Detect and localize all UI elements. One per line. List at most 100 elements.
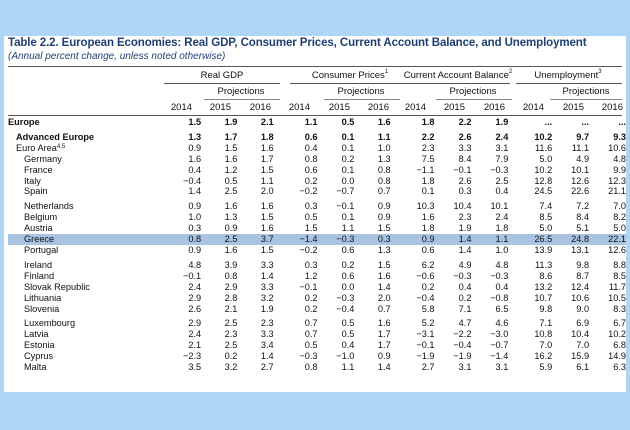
year-header: 2016 bbox=[367, 102, 389, 113]
table-cell: 22.1 bbox=[589, 234, 626, 245]
table-row: Euro Area4,5 0.9 1.5 1.6 0.4 0.1 1.0 2.3 3.3 3.1 1… bbox=[8, 143, 626, 154]
table-cell: 0.9 bbox=[188, 244, 202, 255]
table-cell: 10.6 bbox=[608, 142, 626, 153]
row-label: Belgium bbox=[24, 212, 58, 223]
table-cell: 5.0 bbox=[539, 223, 553, 234]
table-cell: 8.5 bbox=[539, 212, 553, 223]
table-cell: 3.7 bbox=[237, 234, 274, 245]
table-cell: 1.4 bbox=[377, 281, 391, 292]
table-row: Estonia 2.1 2.5 3.4 0.5 0.4 1.7 −0.1 −0.4 −0.7 7.0… bbox=[8, 340, 626, 351]
top-rule bbox=[8, 66, 622, 67]
table-cell: 8.2 bbox=[613, 212, 626, 223]
table-cell: 1.4 bbox=[458, 244, 472, 255]
row-label: France bbox=[24, 164, 53, 175]
table-cell: 3.3 bbox=[458, 142, 472, 153]
table-cell: 3.2 bbox=[260, 292, 274, 303]
table-cell: 4.8 bbox=[188, 259, 202, 270]
table-cell: 10.8 bbox=[534, 329, 553, 340]
table-cell: 3.1 bbox=[495, 362, 509, 373]
table-row: Spain 1.4 2.5 2.0 −0.2 −0.7 0.7 0.1 0.3 0.4 24.5 22… bbox=[8, 186, 626, 197]
table-cell: 1.6 bbox=[260, 201, 274, 212]
table-cell: 10.4 bbox=[571, 329, 590, 340]
table-cell: 1.4 bbox=[260, 351, 274, 362]
table-cell: 0.6 bbox=[304, 164, 318, 175]
table-cell: 1.9 bbox=[224, 117, 238, 127]
table-cell: 11.3 bbox=[535, 259, 553, 270]
table-cell: 0.6 bbox=[341, 244, 355, 255]
projections-rule bbox=[324, 99, 400, 100]
table-cell: 1.9 bbox=[260, 303, 274, 314]
table-cell: 6.2 bbox=[421, 259, 435, 270]
table-cell: 0.5 bbox=[341, 117, 355, 127]
table-cell: 9.8 bbox=[576, 259, 590, 270]
table-cell: 1.0 bbox=[495, 244, 509, 255]
row-label: Germany bbox=[24, 153, 62, 164]
table-cell: −0.6 bbox=[416, 270, 435, 281]
table-title: Table 2.2. European Economies: Real GDP,… bbox=[8, 37, 587, 49]
table-cell: 5.9 bbox=[539, 362, 553, 373]
table-cell: 7.4 bbox=[539, 201, 553, 212]
projections-label: Projections bbox=[449, 86, 497, 97]
table-cell: 0.4 bbox=[188, 164, 202, 175]
table-cell: 0.3 bbox=[354, 234, 391, 245]
table-cell: 2.6 bbox=[188, 303, 202, 314]
table-cell: 8.4 bbox=[576, 212, 590, 223]
table-cell: 2.5 bbox=[224, 340, 238, 351]
table-cell: 24.5 bbox=[534, 186, 553, 197]
table-cell: 2.0 bbox=[377, 292, 391, 303]
table-cell: 2.9 bbox=[188, 318, 202, 329]
table-cell: −1.0 bbox=[336, 351, 355, 362]
table-cell: 12.6 bbox=[608, 244, 626, 255]
group-header-consumer-prices: Consumer Prices1 bbox=[311, 69, 389, 81]
table-cell: 11.1 bbox=[571, 142, 590, 153]
table-cell: 2.0 bbox=[260, 186, 274, 197]
table-cell: −0.7 bbox=[336, 186, 355, 197]
row-label: Portugal bbox=[24, 244, 59, 255]
table-cell: 0.5 bbox=[341, 318, 355, 329]
table-cell: 2.7 bbox=[260, 362, 274, 373]
table-subtitle: (Annual percent change, unless noted oth… bbox=[8, 51, 226, 62]
table-cell: 0.5 bbox=[341, 329, 355, 340]
table-cell: 1.6 bbox=[377, 318, 391, 329]
row-label: Advanced Europe bbox=[16, 131, 95, 142]
table-cell: 7.5 bbox=[421, 153, 435, 164]
table-cell: ... bbox=[581, 117, 590, 127]
table-cell: 1.6 bbox=[188, 153, 202, 164]
table-cell: 1.6 bbox=[377, 117, 391, 127]
table-cell: 1.4 bbox=[188, 186, 202, 197]
table-cell: 0.6 bbox=[341, 270, 355, 281]
year-header: 2016 bbox=[601, 102, 623, 113]
table-cell: 6.5 bbox=[495, 303, 509, 314]
row-label: Greece bbox=[8, 234, 165, 245]
table-cell: 10.7 bbox=[534, 292, 553, 303]
table-cell: 12.6 bbox=[571, 175, 590, 186]
table-cell: 3.1 bbox=[458, 362, 472, 373]
table-cell: −0.4 bbox=[183, 175, 202, 186]
projections-rule bbox=[204, 99, 280, 100]
table-cell: 1.6 bbox=[224, 153, 238, 164]
table-cell: 0.0 bbox=[341, 281, 355, 292]
table-cell: 1.8 bbox=[260, 131, 274, 142]
table-cell: 0.1 bbox=[341, 212, 355, 223]
table-cell: 7.1 bbox=[458, 303, 472, 314]
table-cell: 0.8 bbox=[224, 270, 238, 281]
year-header: 2015 bbox=[209, 102, 231, 113]
row-label: Ireland bbox=[24, 259, 53, 270]
table-cell: 0.2 bbox=[304, 175, 318, 186]
table-cell: −0.4 bbox=[453, 340, 472, 351]
table-cell: 0.2 bbox=[304, 292, 318, 303]
projections-label: Projections bbox=[562, 86, 610, 97]
row-label: Europe bbox=[8, 117, 40, 127]
table-cell: 14.9 bbox=[608, 351, 626, 362]
table-cell: 0.5 bbox=[304, 212, 318, 223]
table-cell: −0.2 bbox=[299, 244, 318, 255]
table-cell: 1.2 bbox=[224, 164, 238, 175]
table-cell: 1.7 bbox=[377, 340, 391, 351]
table-cell: −0.3 bbox=[490, 270, 509, 281]
table-cell: 13.9 bbox=[534, 244, 553, 255]
table-cell: 15.9 bbox=[571, 351, 590, 362]
group-rule bbox=[164, 83, 280, 84]
table-cell: 2.1 bbox=[188, 340, 202, 351]
table-cell: −0.4 bbox=[416, 292, 435, 303]
table-cell: 6.7 bbox=[613, 318, 626, 329]
